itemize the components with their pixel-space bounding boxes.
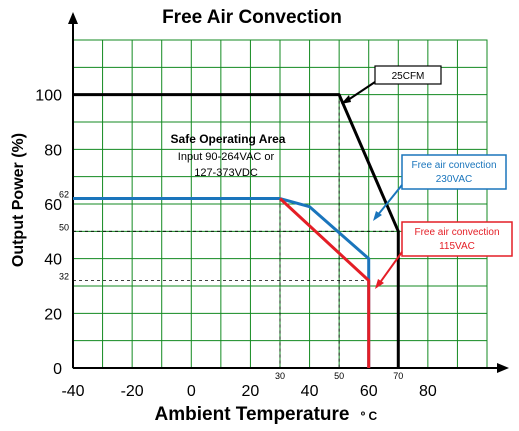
cfm-callout-arrowhead — [341, 95, 351, 104]
y-tick-label: 0 — [53, 361, 62, 378]
series-line-2 — [278, 197, 371, 368]
chart-title: Free Air Convection — [162, 7, 342, 28]
red-callout-line2: 115VAC — [439, 241, 475, 252]
series-lines — [73, 93, 400, 368]
y-tick-label: 40 — [44, 252, 62, 269]
red-callout-arrowhead — [375, 279, 384, 289]
axes — [68, 12, 509, 373]
red-callout-box — [401, 221, 513, 257]
blue-callout-line1: Free air convection — [411, 160, 496, 171]
blue-callout-pointer — [376, 184, 403, 217]
safe-area-line1: Input 90-264VAC or — [178, 151, 275, 163]
x-tick-label: 0 — [187, 383, 196, 400]
x-tick-label: 80 — [419, 383, 437, 400]
x-axis-label: Ambient Temperature — [155, 404, 350, 425]
y-tick-label: 100 — [35, 88, 62, 105]
y-minor-tick-label: 62 — [59, 190, 69, 200]
y-minor-tick-label: 50 — [59, 222, 69, 232]
y-minor-tick-label: 32 — [59, 272, 69, 282]
y-axis-label: Output Power (%) — [10, 133, 27, 267]
y-tick-label: 20 — [44, 306, 62, 323]
cfm-callout-label: 25CFM — [392, 71, 425, 82]
y-tick-label: 60 — [44, 197, 62, 214]
x-minor-tick-label: 30 — [275, 371, 285, 381]
x-axis-unit: º C — [361, 409, 378, 423]
series-line-0 — [73, 93, 400, 368]
tick-labels: -40 -20 0 20 40 60 80 30 50 70 0 20 40 60 80 100 62 50 32 — [35, 88, 437, 400]
x-tick-label: -20 — [121, 383, 144, 400]
x-tick-label: 40 — [301, 383, 319, 400]
y-axis-arrow — [68, 12, 78, 24]
x-tick-label: -40 — [61, 383, 84, 400]
x-tick-label: 60 — [360, 383, 378, 400]
blue-callout-line2: 230VAC — [436, 174, 473, 185]
blue-callout-arrowhead — [373, 211, 382, 221]
red-callout-line1: Free air convection — [414, 227, 499, 238]
safe-area-line2: 127-373VDC — [194, 167, 258, 179]
safe-area-title: Safe Operating Area — [171, 132, 286, 146]
x-minor-tick-label: 50 — [334, 371, 344, 381]
red-callout-pointer — [378, 251, 403, 285]
cfm-callout-box — [374, 65, 442, 85]
x-tick-label: 20 — [242, 383, 260, 400]
y-tick-label: 80 — [44, 142, 62, 159]
x-axis-arrow — [497, 363, 509, 373]
x-minor-tick-label: 70 — [393, 371, 403, 381]
blue-callout-box — [401, 154, 507, 190]
